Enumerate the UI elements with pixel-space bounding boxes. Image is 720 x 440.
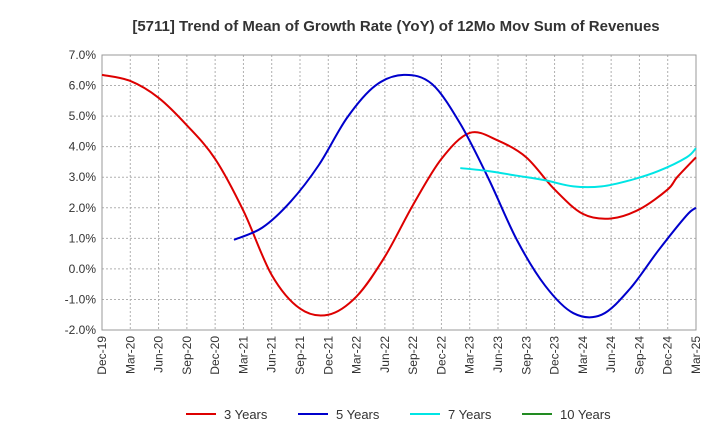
x-tick-label: Sep-21 (293, 336, 307, 375)
x-tick-label: Jun-23 (491, 336, 505, 373)
x-tick-label: Dec-23 (548, 336, 562, 375)
y-tick-label: 3.0% (69, 170, 97, 184)
legend: 3 Years 5 Years 7 Years 10 Years (186, 407, 611, 422)
legend-label: 10 Years (560, 407, 611, 422)
x-tick-label: Sep-24 (632, 336, 646, 375)
x-tick-label: Mar-24 (576, 336, 590, 374)
legend-label: 5 Years (336, 407, 380, 422)
y-tick-label: -1.0% (65, 292, 97, 306)
x-tick-label: Mar-20 (123, 336, 137, 374)
x-tick-label: Mar-23 (463, 336, 477, 374)
x-tick-label: Jun-20 (152, 336, 166, 373)
x-tick-label: Sep-20 (180, 336, 194, 375)
legend-label: 3 Years (224, 407, 268, 422)
x-tick-label: Mar-22 (350, 336, 364, 374)
x-tick-label: Dec-21 (321, 336, 335, 375)
series-line-7-years (460, 147, 697, 189)
x-tick-label: Dec-24 (661, 336, 675, 375)
y-axis-ticks: -2.0% -1.0% 0.0% 1.0% 2.0% 3.0% 4.0% 5.0% 6.0% 7.… (65, 48, 97, 337)
series-line-3-years (101, 73, 697, 317)
plot-frame (101, 54, 697, 331)
x-tick-label: Sep-22 (406, 336, 420, 375)
x-tick-label: Jun-21 (265, 336, 279, 373)
x-tick-label: Jun-24 (604, 336, 618, 373)
y-tick-label: 6.0% (69, 79, 97, 93)
x-tick-label: Dec-20 (208, 336, 222, 375)
y-tick-label: -2.0% (65, 323, 97, 337)
legend-label: 7 Years (448, 407, 492, 422)
series-line-5-years (233, 73, 697, 319)
y-tick-label: 0.0% (69, 262, 97, 276)
y-tick-label: 4.0% (69, 140, 97, 154)
y-tick-label: 1.0% (69, 231, 97, 245)
y-tick-label: 7.0% (69, 48, 97, 62)
x-tick-label: Mar-25 (689, 336, 703, 374)
series-layer (101, 73, 697, 319)
x-tick-label: Dec-19 (95, 336, 109, 375)
x-tick-label: Dec-22 (434, 336, 448, 375)
grid (101, 54, 697, 331)
x-tick-label: Jun-22 (378, 336, 392, 373)
x-tick-label: Sep-23 (519, 336, 533, 375)
y-tick-label: 2.0% (69, 201, 97, 215)
y-tick-label: 5.0% (69, 109, 97, 123)
chart-title: [5711] Trend of Mean of Growth Rate (YoY… (132, 18, 659, 35)
x-tick-label: Mar-21 (236, 336, 250, 374)
x-axis-ticks: Dec-19 Mar-20 Jun-20 Sep-20 Dec-20 Mar-21 Jun-… (95, 336, 703, 375)
